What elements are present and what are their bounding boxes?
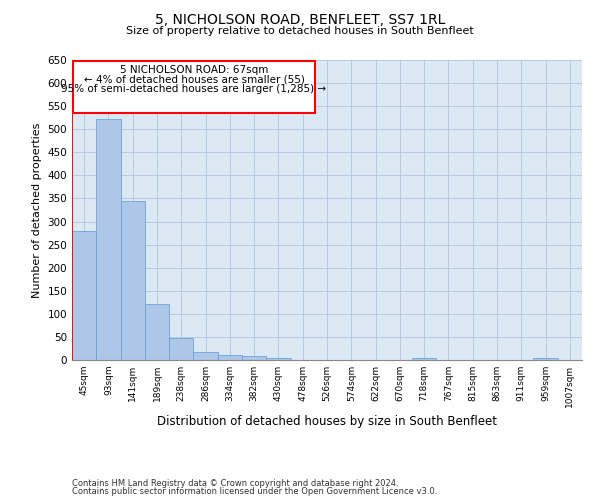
Bar xyxy=(169,338,193,360)
Bar xyxy=(412,358,436,360)
Text: Contains HM Land Registry data © Crown copyright and database right 2024.: Contains HM Land Registry data © Crown c… xyxy=(72,478,398,488)
Bar xyxy=(72,231,96,360)
Text: 5 NICHOLSON ROAD: 67sqm: 5 NICHOLSON ROAD: 67sqm xyxy=(120,65,268,75)
Bar xyxy=(266,358,290,360)
Text: Contains public sector information licensed under the Open Government Licence v3: Contains public sector information licen… xyxy=(72,487,437,496)
Bar xyxy=(533,358,558,360)
Bar xyxy=(73,61,315,113)
Bar xyxy=(242,356,266,360)
Text: Size of property relative to detached houses in South Benfleet: Size of property relative to detached ho… xyxy=(126,26,474,36)
Text: 95% of semi-detached houses are larger (1,285) →: 95% of semi-detached houses are larger (… xyxy=(61,84,326,94)
X-axis label: Distribution of detached houses by size in South Benfleet: Distribution of detached houses by size … xyxy=(157,416,497,428)
Text: ← 4% of detached houses are smaller (55): ← 4% of detached houses are smaller (55) xyxy=(83,75,304,85)
Y-axis label: Number of detached properties: Number of detached properties xyxy=(32,122,42,298)
Bar xyxy=(193,352,218,360)
Bar xyxy=(96,118,121,360)
Bar xyxy=(145,304,169,360)
Text: 5, NICHOLSON ROAD, BENFLEET, SS7 1RL: 5, NICHOLSON ROAD, BENFLEET, SS7 1RL xyxy=(155,12,445,26)
Bar xyxy=(218,356,242,360)
Bar xyxy=(121,201,145,360)
